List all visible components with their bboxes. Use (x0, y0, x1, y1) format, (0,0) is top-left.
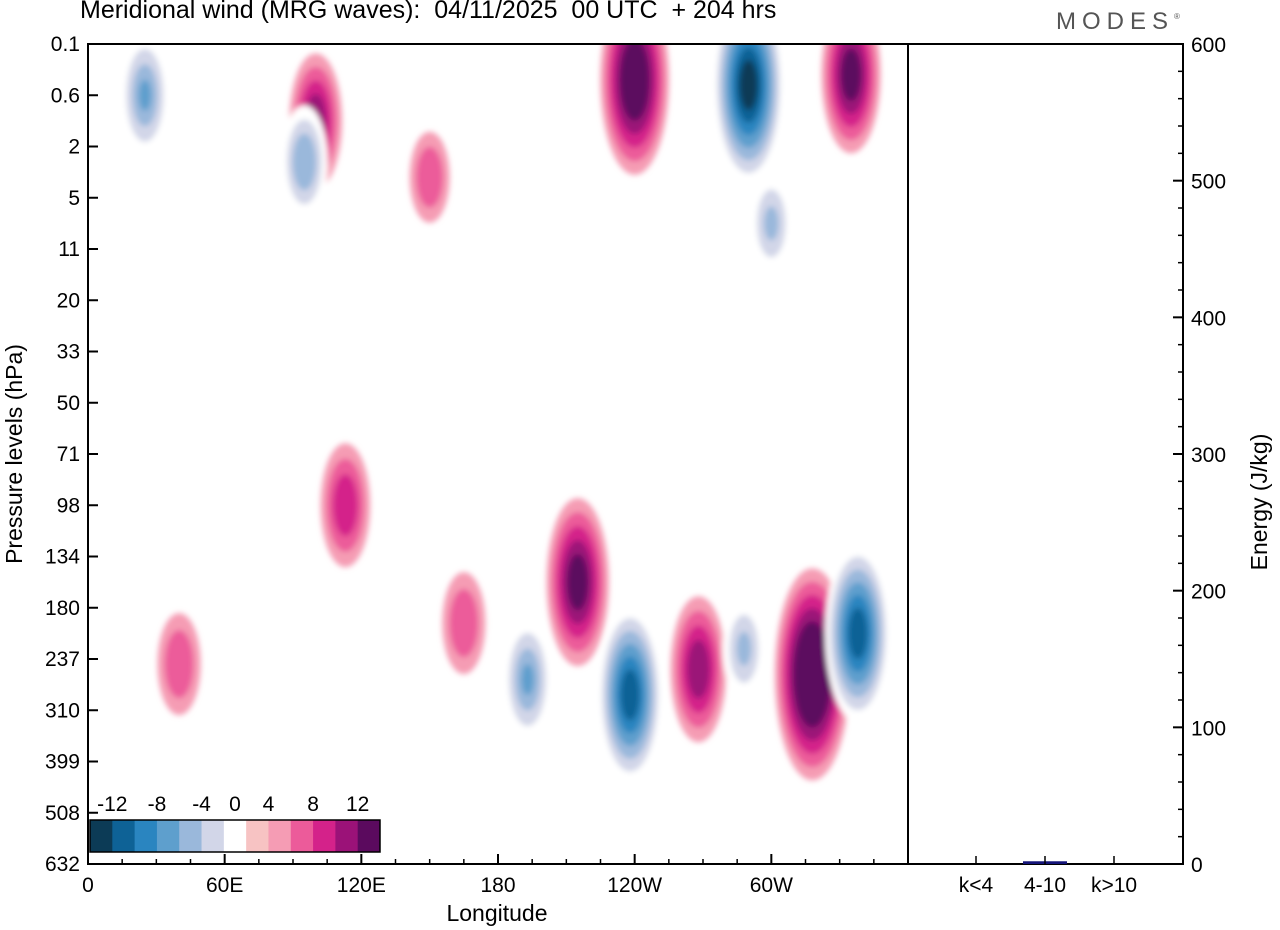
y-tick-label-7: 50 (57, 392, 80, 415)
contour-feature-0-level-4 (138, 79, 152, 111)
y-tick-label-0: 0.1 (51, 33, 80, 56)
contour-feature-5-level-8 (744, 72, 754, 98)
y-tick-label-3: 5 (68, 187, 80, 210)
colorbar-label-6: 12 (346, 793, 369, 816)
logo-mark: ® (1174, 12, 1180, 21)
x-tick-label-1: 60E (206, 874, 243, 897)
x-tick-label-2: 120E (337, 874, 386, 897)
y-axis: 0.1 0.6 2 5 11 20 33 50 71 98 134 180 237 310 399 508 63… (1, 33, 98, 876)
contour-feature-8-level-4 (339, 489, 352, 521)
contour-feature-11-level-5 (692, 654, 705, 684)
y-tick-label-5: 20 (57, 289, 80, 312)
y-tick-label-13: 310 (45, 699, 80, 722)
energy-axis: 0 100 200 300 400 500 600 Energy (J/kg) (1173, 34, 1272, 877)
x-tick-label-0: 0 (82, 874, 94, 897)
colorbar-swatch-6 (223, 820, 247, 852)
colorbar-swatch-9 (290, 820, 314, 852)
colorbar-swatch-11 (335, 820, 359, 852)
y-tick-label-8: 71 (57, 443, 80, 466)
energy-panel-border (907, 43, 1184, 865)
chart-title: Meridional wind (MRG waves): 04/11/2025 … (80, 0, 777, 24)
y-tick-label-1: 0.6 (51, 84, 80, 107)
x-tick-label-3: 180 (480, 874, 515, 897)
colorbar-label-2: -4 (192, 793, 211, 816)
y-tick-label-4: 11 (58, 238, 80, 261)
energy-cat-label-0: k<4 (959, 874, 994, 897)
energy-tick-label-6: 600 (1191, 34, 1226, 57)
colorbar-swatch-5 (201, 820, 225, 852)
colorbar-swatch-8 (268, 820, 292, 852)
energy-tick-label-2: 200 (1191, 581, 1226, 604)
colorbar-swatch-12 (357, 820, 381, 852)
energy-cat-label-2: k>10 (1091, 874, 1137, 897)
contour-feature-16-level-3 (456, 606, 472, 641)
colorbar-label-3: 0 (229, 793, 241, 816)
y-tick-label-6: 33 (57, 341, 80, 364)
energy-tick-label-3: 300 (1191, 444, 1226, 467)
x-tick-label-5: 60W (750, 874, 793, 897)
colorbar-label-0: -12 (97, 793, 127, 816)
contour-feature-2-level-4 (298, 147, 311, 176)
colorbar-swatch-2 (134, 820, 158, 852)
y-tick-label-16: 632 (45, 853, 80, 876)
contour-feature-14-level-7 (853, 620, 863, 647)
y-axis-title: Pressure levels (hPa) (1, 344, 27, 564)
logo-text: MODES (1056, 8, 1175, 35)
energy-axis-title: Energy (J/kg) (1246, 434, 1272, 571)
colorbar-swatch-3 (156, 820, 180, 852)
colorbar-swatch-0 (90, 820, 113, 852)
y-tick-label-11: 180 (45, 597, 80, 620)
y-tick-label-12: 237 (45, 648, 80, 671)
contour-feature-10-level-7 (625, 682, 635, 708)
energy-tick-label-1: 100 (1191, 717, 1226, 740)
contour-feature-17-level-4 (521, 664, 534, 695)
energy-cat-label-1: 4-10 (1024, 874, 1066, 897)
contour-feature-7-level-3 (764, 206, 779, 241)
x-axis-title: Longitude (446, 900, 547, 926)
x-tick-label-4: 120W (607, 874, 662, 897)
contour-feature-4-level-7 (629, 66, 640, 94)
colorbar-swatch-7 (246, 820, 269, 852)
modes-logo: MODES® (1056, 8, 1180, 36)
colorbar-swatch-1 (112, 820, 136, 852)
colorbar-border (89, 819, 381, 853)
energy-bars: k<4 4-10 k>10 (959, 856, 1137, 897)
y-tick-label-2: 2 (68, 136, 80, 159)
contour-feature-9-level-6 (572, 568, 583, 597)
colorbar-label-5: 8 (307, 793, 319, 816)
y-tick-label-9: 98 (57, 494, 80, 517)
colorbar-swatch-10 (313, 820, 336, 852)
colorbar: -12 -8 -4 0 4 8 12 (89, 793, 381, 853)
y-tick-label-14: 399 (45, 751, 80, 774)
colorbar-label-1: -8 (148, 793, 167, 816)
contour-feature-6-level-6 (846, 61, 856, 88)
energy-tick-label-0: 0 (1191, 854, 1203, 877)
x-axis: 0 60E 120E 180 120W 60W Longitude (82, 854, 875, 926)
energy-tick-label-5: 500 (1191, 171, 1226, 194)
contour-field (120, 44, 891, 785)
contour-feature-12-level-3 (736, 631, 752, 666)
energy-tick-label-4: 400 (1191, 307, 1226, 330)
colorbar-swatch-4 (179, 820, 203, 852)
contour-feature-3-level-3 (423, 162, 437, 193)
y-tick-label-15: 508 (45, 802, 80, 825)
colorbar-label-4: 4 (263, 793, 275, 816)
y-tick-label-10: 134 (45, 546, 80, 569)
contour-feature-15-level-3 (171, 647, 187, 682)
contour-feature-13-level-8 (807, 661, 818, 688)
